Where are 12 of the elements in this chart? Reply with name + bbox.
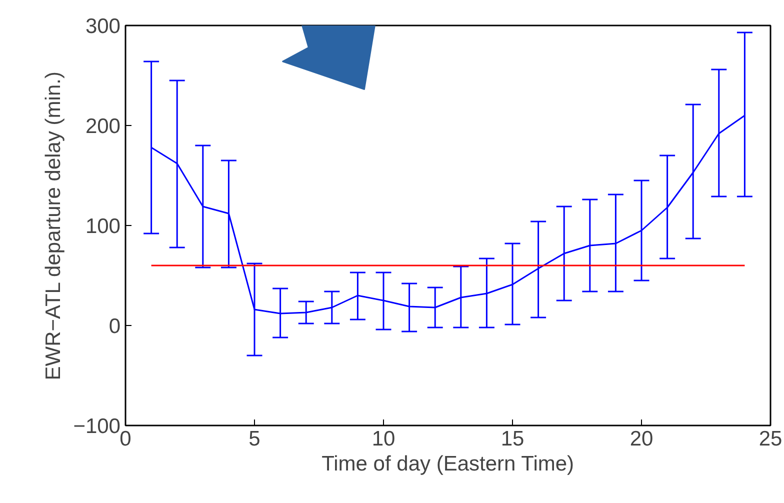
x-axis-title: Time of day (Eastern Time) xyxy=(322,452,574,476)
y-tick-label: −100 xyxy=(73,415,121,438)
x-tick-label: 25 xyxy=(758,428,782,450)
y-axis-title: EWR−ATL departure delay (min.) xyxy=(42,72,66,380)
y-tick-label: 100 xyxy=(85,215,121,238)
y-tick-label: 0 xyxy=(108,315,121,338)
y-tick-label: 300 xyxy=(85,15,121,38)
x-tick-label: 10 xyxy=(372,428,396,450)
x-tick-label: 20 xyxy=(630,428,654,450)
y-tick-label: 200 xyxy=(85,115,121,138)
x-tick-label: 15 xyxy=(500,428,524,450)
x-tick-label: 5 xyxy=(248,428,260,450)
